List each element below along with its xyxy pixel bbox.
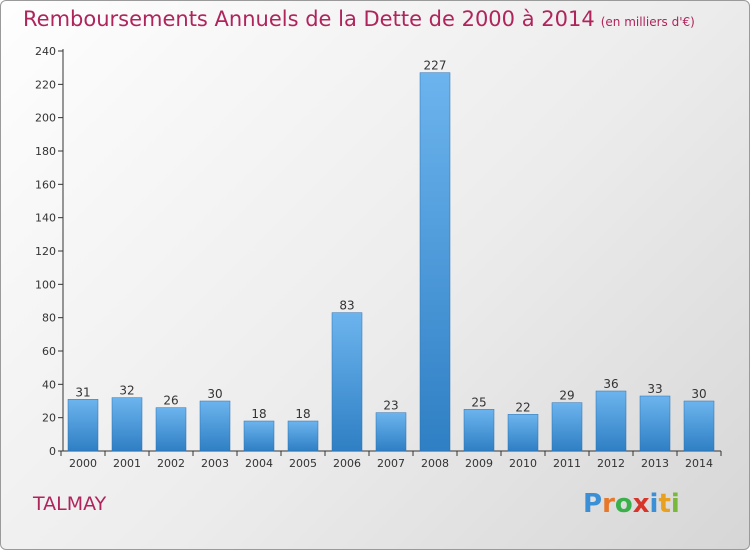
data-label-2001: 32 (119, 384, 134, 398)
logo-letter: x (632, 489, 650, 519)
data-label-2010: 22 (515, 400, 530, 414)
chart-title-text: Remboursements Annuels de la Dette de 20… (23, 7, 595, 31)
x-tick-label: 2012 (597, 457, 625, 470)
data-label-2012: 36 (603, 377, 618, 391)
logo-letter: i (670, 489, 680, 519)
x-tick-label: 2009 (465, 457, 493, 470)
x-tick-label: 2005 (289, 457, 317, 470)
data-label-2008: 227 (424, 59, 447, 73)
bar-2014 (683, 400, 715, 452)
data-label-2005: 18 (295, 407, 310, 421)
y-tick-label: 80 (42, 312, 56, 325)
data-label-2002: 26 (163, 394, 178, 408)
x-tick-label: 2001 (113, 457, 141, 470)
data-label-2011: 29 (559, 389, 574, 403)
bar-2008 (419, 72, 451, 452)
bar-2007 (375, 412, 407, 452)
y-tick-label: 40 (42, 378, 56, 391)
data-label-2004: 18 (251, 407, 266, 421)
x-tick-label: 2014 (685, 457, 713, 470)
y-axis: 0 20 40 60 80 100 120 140 160 180 200 220 240 (35, 45, 64, 458)
x-tick-label: 2000 (69, 457, 97, 470)
bar-2013 (639, 395, 671, 452)
bar-2011 (551, 402, 583, 452)
y-tick-label: 140 (35, 212, 56, 225)
data-label-2000: 31 (75, 385, 90, 399)
proxiti-logo[interactable]: Proxiti (583, 489, 680, 519)
logo-letter: r (602, 489, 615, 519)
x-tick-label: 2011 (553, 457, 581, 470)
y-tick-label: 200 (35, 112, 56, 125)
logo-letter: t (658, 489, 671, 519)
logo-letter: o (614, 489, 633, 519)
x-axis: 2000 2001 2002 2003 2004 2005 2006 2007 2008 2009… (60, 450, 722, 470)
x-tick-label: 2010 (509, 457, 537, 470)
logo-letter: i (649, 489, 659, 519)
x-tick-label: 2008 (421, 457, 449, 470)
data-label-2014: 30 (691, 387, 706, 401)
bar-2001 (111, 397, 143, 452)
chart-title: Remboursements Annuels de la Dette de 20… (23, 7, 695, 31)
commune-name: TALMAY (33, 493, 107, 515)
bar-2009 (463, 409, 495, 452)
x-tick-label: 2003 (201, 457, 229, 470)
bar-2010 (507, 414, 539, 452)
bar-2004 (243, 420, 275, 452)
data-label-2006: 83 (339, 299, 354, 313)
chart-subtitle: (en milliers d'€) (600, 15, 695, 29)
y-tick-label: 0 (49, 445, 56, 458)
y-tick-label: 220 (35, 78, 56, 91)
data-label-2003: 30 (207, 387, 222, 401)
data-label-2007: 23 (383, 399, 398, 413)
x-tick-label: 2007 (377, 457, 405, 470)
x-tick-label: 2006 (333, 457, 361, 470)
bar-2006 (331, 312, 363, 452)
y-tick-label: 180 (35, 145, 56, 158)
data-label-2009: 25 (471, 395, 486, 409)
bar-2012 (595, 390, 627, 452)
bar-2000 (67, 399, 99, 452)
bars (67, 72, 715, 452)
y-tick-label: 20 (42, 412, 56, 425)
data-label-2013: 33 (647, 382, 662, 396)
y-tick-label: 60 (42, 345, 56, 358)
y-tick-label: 240 (35, 45, 56, 58)
y-tick-label: 160 (35, 178, 56, 191)
y-tick-label: 100 (35, 278, 56, 291)
logo-letter: P (583, 489, 603, 519)
bar-2002 (155, 407, 187, 452)
bar-2005 (287, 420, 319, 452)
data-labels: 31 32 26 30 18 18 83 23 227 25 22 29 36 33 30 (75, 59, 706, 421)
bar-2003 (199, 400, 231, 452)
x-tick-label: 2002 (157, 457, 185, 470)
x-tick-label: 2004 (245, 457, 273, 470)
y-tick-label: 120 (35, 245, 56, 258)
x-tick-label: 2013 (641, 457, 669, 470)
